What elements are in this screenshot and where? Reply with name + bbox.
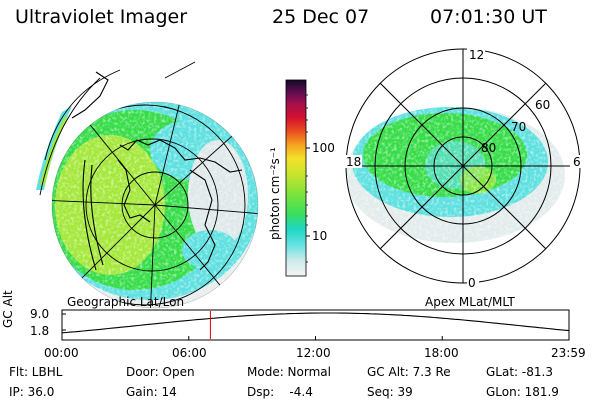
mlat-label-80: 80 — [481, 141, 496, 155]
alt-tick-high: 9.0 — [30, 307, 50, 321]
mlt-label-12: 12 — [469, 48, 484, 62]
time-tick-0600: 06:00 — [172, 346, 207, 360]
color-tick-label-10: 10 — [312, 229, 327, 243]
instrument-title: Ultraviolet Imager — [15, 6, 188, 28]
time-label: 07:01:30 UT — [430, 6, 547, 28]
color-unit-label: photon cm⁻²s⁻¹ — [268, 147, 282, 240]
coastlines — [71, 71, 243, 271]
magnetic-label: Apex MLat/MLT — [425, 295, 515, 309]
lat-circle — [121, 171, 189, 239]
color-scale-frame — [285, 79, 307, 277]
altitude-plot — [61, 309, 570, 341]
door-status: Door: Open — [126, 365, 195, 379]
coastline — [119, 139, 243, 173]
glon-status: GLon: 181.9 — [486, 385, 559, 399]
filter-status: Flt: LBHL — [9, 365, 63, 379]
lat-circle — [52, 104, 246, 306]
mlat-label-70: 70 — [511, 120, 526, 134]
magnetic-grid — [345, 48, 581, 284]
label-bg — [467, 48, 485, 61]
meridian-line — [149, 204, 156, 308]
grid-arc — [164, 61, 196, 79]
meridian-line — [154, 204, 258, 216]
gc-alt-axis-label: GC Alt — [1, 290, 15, 328]
coastline — [82, 159, 97, 271]
label-bg — [467, 275, 479, 288]
mlt-label-0: 0 — [468, 276, 476, 290]
mlat-label-60: 60 — [535, 98, 550, 112]
altitude-ticks — [61, 313, 570, 340]
coastline — [71, 71, 109, 119]
mlt-label-18: 18 — [346, 155, 361, 169]
label-bg — [570, 155, 582, 168]
geographic-panel — [36, 61, 259, 309]
coastline — [90, 164, 104, 266]
seq-status: Seq: 39 — [367, 385, 413, 399]
gc-alt-status: GC Alt: 7.3 Re — [367, 365, 451, 379]
mlt-label-6: 6 — [573, 155, 581, 169]
time-tick-1800: 18:00 — [424, 346, 459, 360]
meridian-line — [52, 199, 156, 206]
time-tick-1200: 12:00 — [296, 346, 331, 360]
mlt-line-diag — [379, 82, 547, 250]
date-label: 25 Dec 07 — [272, 6, 370, 28]
geographic-label: Geographic Lat/Lon — [67, 295, 185, 309]
geographic-grid — [52, 102, 258, 308]
mode-status: Mode: Normal — [247, 365, 331, 379]
coastline — [189, 169, 216, 271]
ip-status: IP: 36.0 — [9, 385, 55, 399]
outer-grid-arcs — [39, 61, 196, 196]
time-tick-2359: 23:59 — [551, 346, 586, 360]
color-scale-bar — [286, 80, 306, 276]
magnetic-panel: 12 6 0 18 60 70 80 — [344, 48, 582, 290]
grid-arc — [44, 69, 121, 161]
gain-status: Gain: 14 — [126, 385, 177, 399]
color-minor-ticks — [306, 94, 308, 263]
altitude-curve — [61, 312, 570, 334]
meridians — [52, 102, 258, 308]
time-tick-0000: 00:00 — [44, 346, 79, 360]
geographic-disk-edge — [51, 101, 259, 309]
meridian-line — [154, 102, 191, 206]
coastline — [117, 159, 151, 223]
dsp-status: Dsp: -4.4 — [247, 385, 313, 399]
alt-tick-low: 1.8 — [30, 324, 50, 338]
magnetic-labels: 12 6 0 18 60 70 80 — [344, 48, 582, 290]
color-tick-label-100: 100 — [312, 141, 335, 155]
color-scale: 100 10 photon cm⁻²s⁻¹ — [268, 79, 335, 277]
grid-arc — [39, 77, 101, 196]
glat-status: GLat: -81.3 — [486, 365, 553, 379]
label-bg — [344, 155, 362, 168]
